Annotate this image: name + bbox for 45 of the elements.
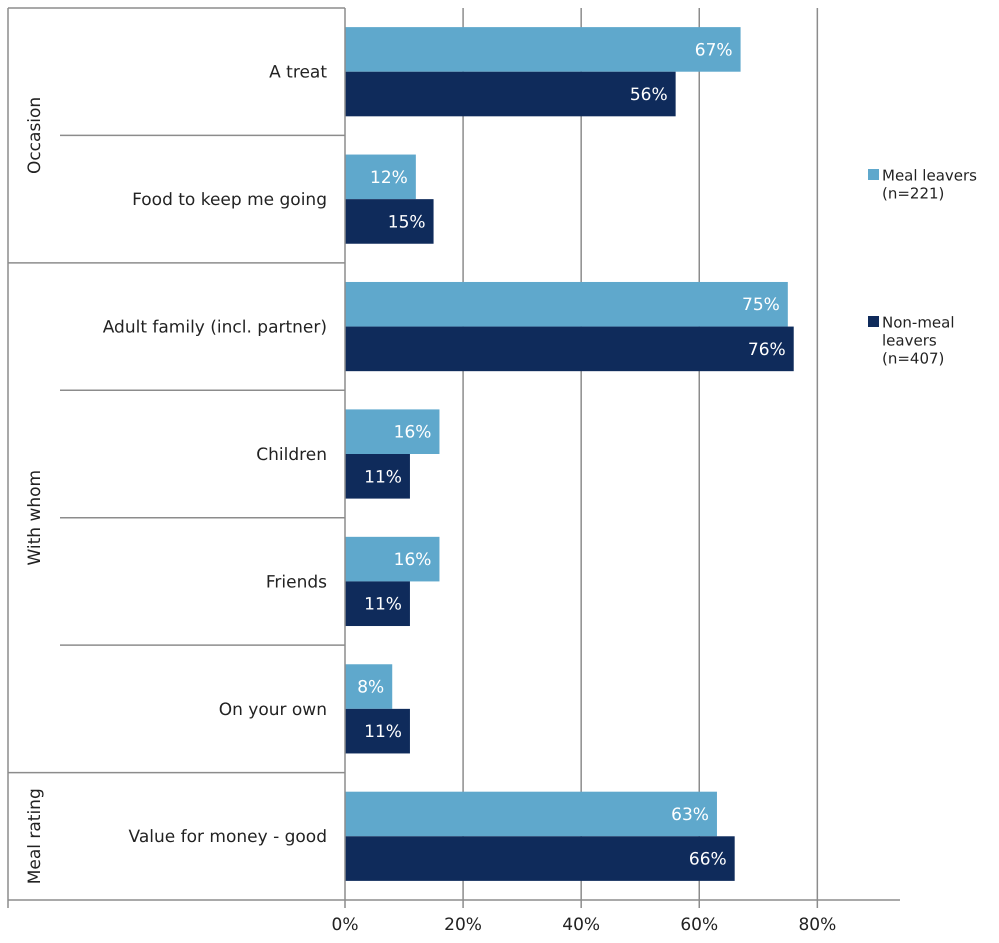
data-label: 11% [364, 594, 402, 615]
x-tick-label: 40% [562, 915, 600, 935]
y-tick-label: Food to keep me going [132, 190, 327, 210]
y-tick-label: A treat [269, 62, 328, 83]
bar [345, 27, 741, 72]
data-label: 67% [694, 40, 733, 60]
bar [345, 536, 440, 582]
y-tick-label: Children [256, 444, 327, 465]
text: Occasion [24, 96, 45, 174]
y-tick-label: Value for money - good [128, 827, 327, 848]
legend-label: Meal leavers (n=221) [882, 166, 978, 202]
data-label: 66% [688, 850, 727, 870]
bar [345, 409, 440, 454]
bar [345, 326, 794, 372]
y-tick-label: Friends [266, 572, 328, 592]
bar [345, 664, 392, 709]
bar [345, 199, 434, 244]
text: With whom [24, 470, 45, 566]
x-tick-label: 80% [798, 915, 836, 935]
data-label: 11% [364, 467, 402, 488]
data-label: 16% [394, 550, 432, 570]
y-tick-label: Adult family (incl. partner) [102, 318, 327, 338]
bar [345, 836, 735, 881]
data-label: 75% [742, 295, 780, 316]
y-tick-label: On your own [218, 700, 327, 720]
data-label: 63% [671, 804, 709, 825]
bar [345, 72, 676, 116]
text: Meal rating [24, 788, 45, 884]
legend-label: Non-meal leavers (n=407) [882, 313, 955, 368]
bar [345, 581, 410, 626]
bar [345, 454, 410, 499]
x-tick-label: 60% [680, 915, 718, 935]
x-tick-label: 0% [332, 915, 358, 935]
bar [345, 792, 717, 836]
data-label: 56% [630, 84, 668, 105]
data-label: 76% [748, 340, 786, 360]
bar [345, 708, 410, 754]
data-label: 8% [357, 678, 384, 698]
data-label: 11% [364, 722, 402, 742]
bar [345, 282, 788, 327]
bar [345, 154, 416, 200]
data-label: 15% [388, 212, 426, 232]
x-tick-label: 20% [444, 915, 482, 935]
data-label: 16% [394, 422, 432, 443]
data-label: 12% [370, 168, 408, 188]
